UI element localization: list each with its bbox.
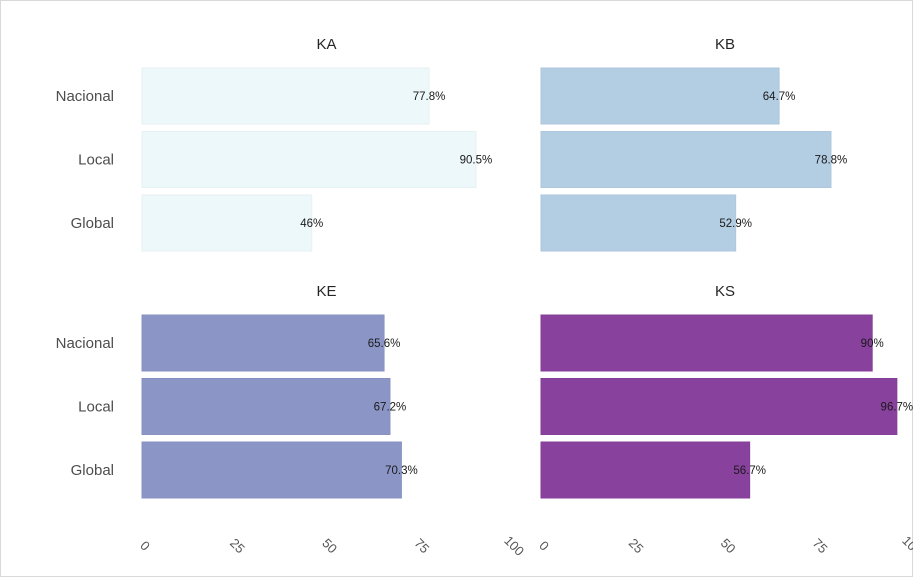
data-label-ks-global: 56.7% <box>733 465 766 477</box>
bar-ks-global <box>540 441 751 499</box>
category-label-local: Local <box>78 399 114 416</box>
category-label-local: Local <box>78 152 114 169</box>
bar-ke-global <box>141 441 402 499</box>
data-label-ka-global: 46% <box>300 218 323 230</box>
bar-kb-local <box>540 131 832 188</box>
data-label-ke-nacional: 65.6% <box>368 338 401 350</box>
bar-ks-local <box>540 378 898 435</box>
x-tick-label-ke-100: 100 <box>501 533 527 559</box>
bar-kb-global <box>540 194 737 252</box>
x-tick-label-ks-25: 25 <box>626 535 647 556</box>
bar-ka-nacional <box>141 67 430 125</box>
panel-title-ks: KS <box>715 283 735 300</box>
bar-ka-local <box>141 131 477 188</box>
x-tick-label-ks-75: 75 <box>810 535 831 556</box>
data-label-kb-local: 78.8% <box>815 155 848 167</box>
x-tick-label-ke-50: 50 <box>319 535 340 556</box>
x-tick-label-ks-50: 50 <box>718 535 739 556</box>
bar-kb-nacional <box>540 67 780 125</box>
data-label-ke-local: 67.2% <box>374 402 407 414</box>
category-label-global: Global <box>71 215 114 232</box>
data-label-ks-local: 96.7% <box>881 402 913 414</box>
bar-ke-local <box>141 378 391 435</box>
x-tick-label-ks-0: 0 <box>536 538 552 554</box>
bar-ke-nacional <box>141 314 385 372</box>
x-tick-label-ks-100: 100 <box>899 533 913 559</box>
category-label-global: Global <box>71 462 114 479</box>
category-label-nacional: Nacional <box>56 335 114 352</box>
panel-title-kb: KB <box>715 36 735 53</box>
category-label-nacional: Nacional <box>56 88 114 105</box>
x-tick-label-ke-0: 0 <box>137 538 153 554</box>
data-label-ke-global: 70.3% <box>385 465 418 477</box>
data-label-ks-nacional: 90% <box>861 338 884 350</box>
data-label-ka-nacional: 77.8% <box>413 91 446 103</box>
x-tick-label-ke-75: 75 <box>412 535 433 556</box>
panel-title-ka: KA <box>316 36 336 53</box>
bar-ka-global <box>141 194 313 252</box>
data-label-ka-local: 90.5% <box>460 155 493 167</box>
data-label-kb-nacional: 64.7% <box>763 91 796 103</box>
data-label-kb-global: 52.9% <box>719 218 752 230</box>
x-tick-label-ke-25: 25 <box>227 535 248 556</box>
panel-title-ke: KE <box>316 283 336 300</box>
bar-ks-nacional <box>540 314 873 372</box>
